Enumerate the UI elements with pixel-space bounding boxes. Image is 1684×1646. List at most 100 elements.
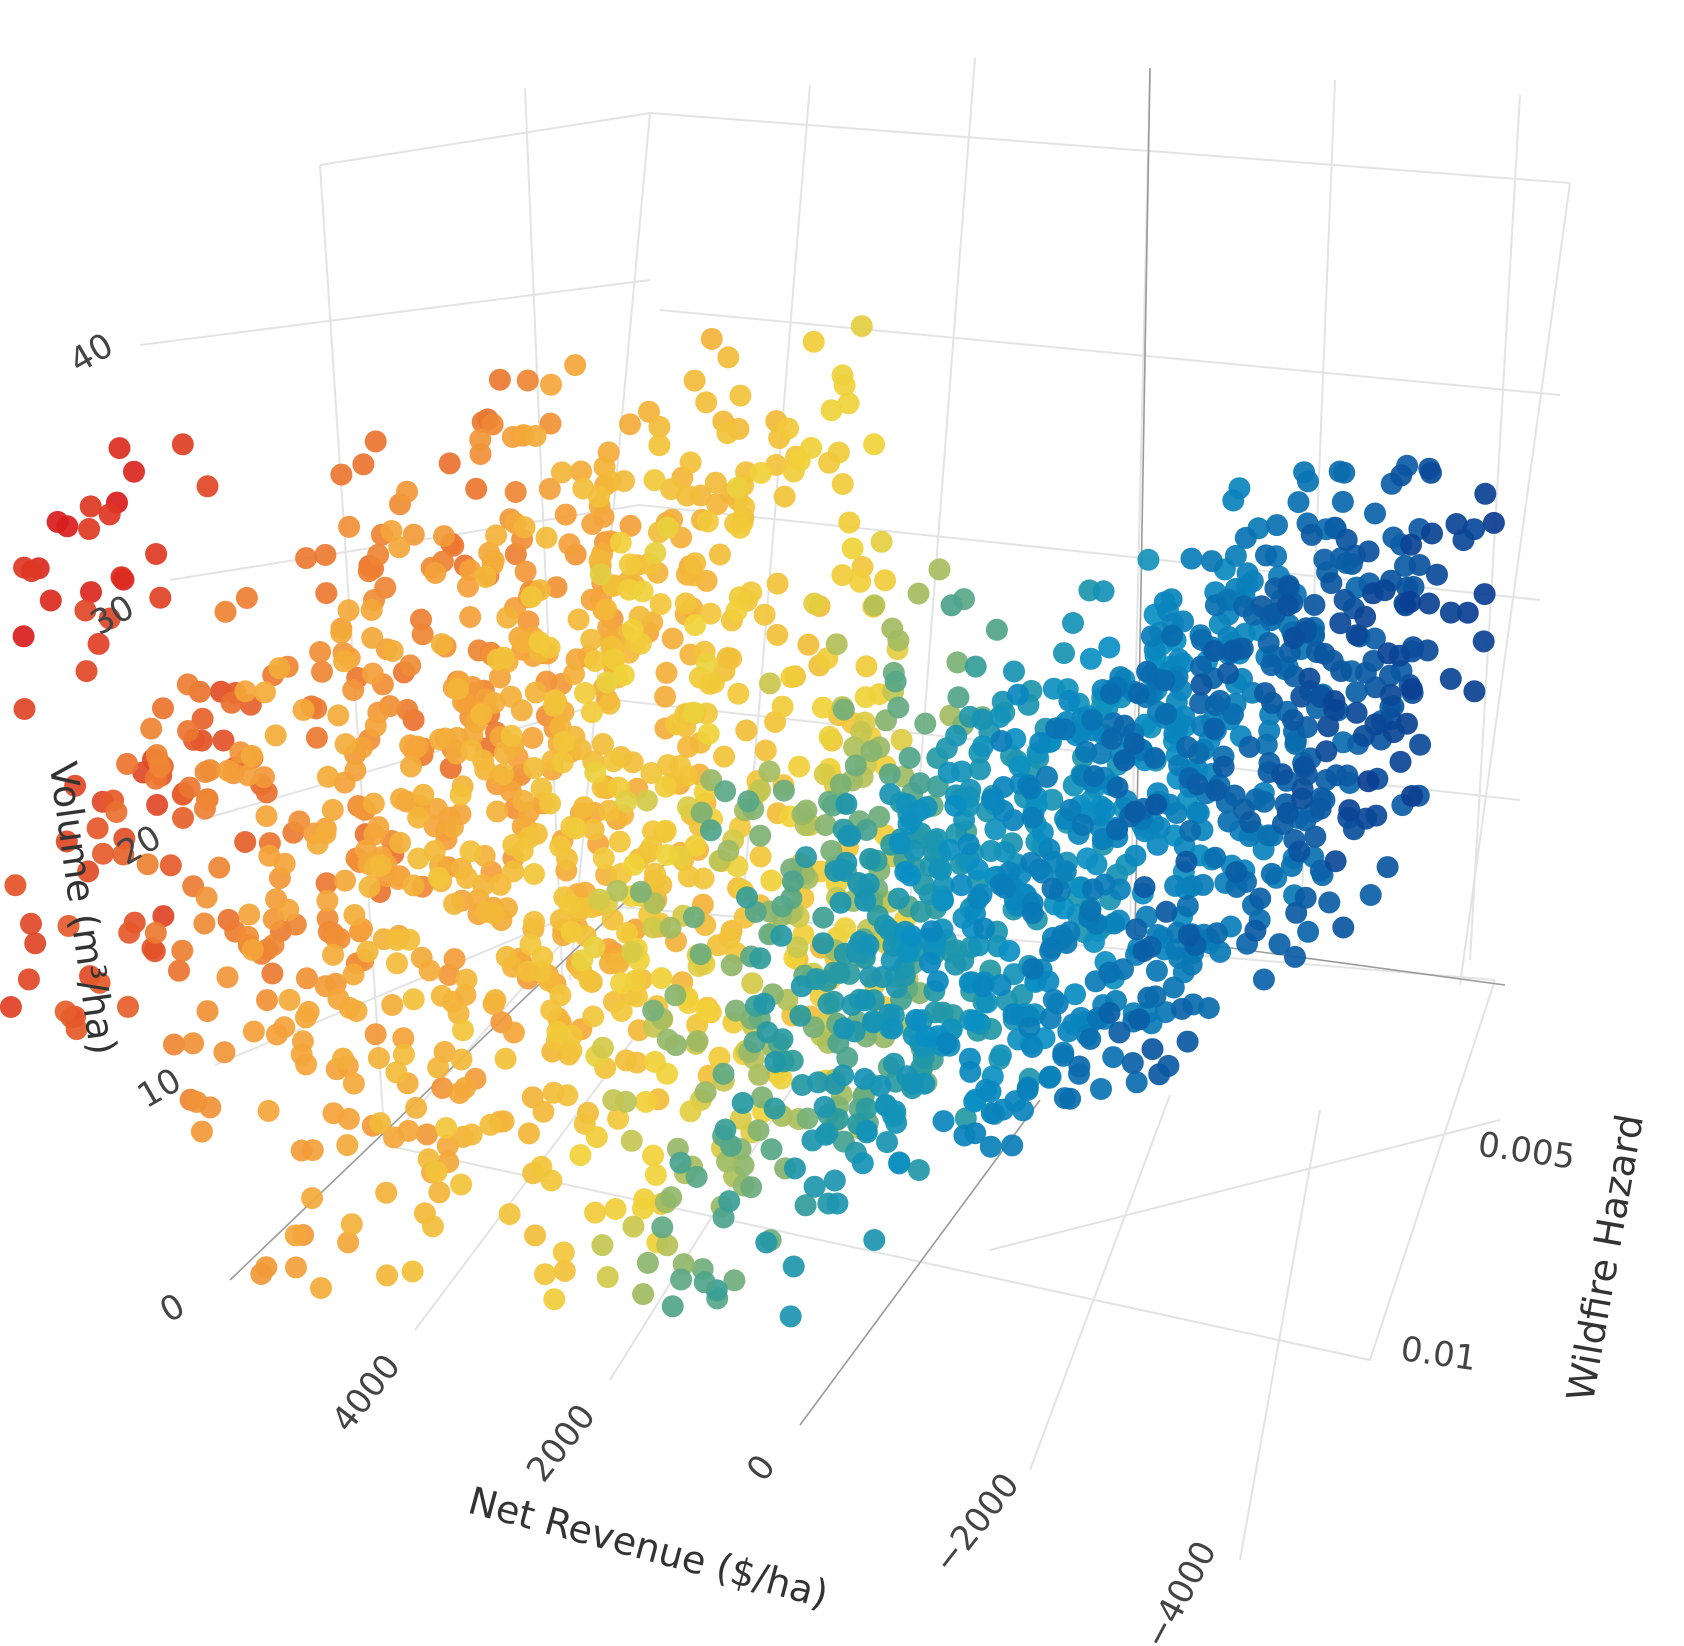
scatter-point [1333, 461, 1356, 484]
scatter-point [753, 603, 776, 626]
scatter-point [542, 1081, 565, 1104]
scatter-point [919, 951, 941, 974]
scatter-point [558, 893, 581, 916]
scatter-point [196, 1000, 219, 1023]
scatter-point [1189, 692, 1212, 715]
scatter-point [1186, 773, 1209, 796]
scatter-point [591, 733, 614, 755]
scatter-point [405, 1096, 428, 1119]
scatter-point [535, 526, 558, 549]
scatter-point [1426, 563, 1448, 586]
scatter-point [294, 1006, 317, 1029]
scatter-point [1217, 662, 1239, 685]
scatter-point [631, 580, 654, 603]
scatter-point [1209, 940, 1232, 963]
scatter-point [443, 892, 466, 915]
scatter-point [402, 988, 425, 1011]
scatter-point [330, 463, 353, 486]
scatter-point [0, 996, 22, 1018]
scatter-point [500, 724, 523, 747]
scatter-point [460, 739, 483, 762]
scatter-point [277, 898, 300, 921]
scatter-point [1190, 655, 1212, 678]
y-tick-label: 0.005 [1476, 1125, 1578, 1178]
scatter-point [1276, 594, 1299, 617]
scatter-point [879, 783, 902, 806]
scatter-point [685, 1165, 708, 1188]
scatter-point [357, 560, 380, 583]
scatter-point [953, 1124, 976, 1147]
scatter-point [1297, 920, 1320, 943]
scatter-point [1076, 847, 1099, 870]
scatter-point [168, 959, 190, 982]
scatter-point [1276, 802, 1299, 824]
scatter-point [870, 530, 893, 553]
scatter-point [656, 1234, 679, 1257]
scatter-point [171, 939, 194, 962]
scatter-point [558, 533, 581, 556]
scatter-point [820, 839, 843, 862]
scatter-point [396, 480, 418, 503]
scatter-point [1224, 544, 1247, 567]
scatter-point [314, 543, 337, 566]
scatter-point [1362, 582, 1384, 605]
scatter-point [780, 666, 803, 689]
scatter-point [1359, 884, 1382, 906]
scatter-point [610, 972, 633, 995]
scatter-point [598, 692, 621, 715]
scatter-point [423, 815, 446, 838]
scatter-point [532, 1100, 555, 1123]
scatter-point [694, 1081, 717, 1104]
scatter-point [1092, 580, 1115, 603]
scatter-point [881, 617, 904, 640]
scatter-point [831, 473, 854, 495]
scatter-point [1324, 850, 1347, 873]
scatter-point [592, 847, 615, 870]
x-tick-label: −2000 [925, 1466, 1027, 1581]
scatter-point [580, 628, 603, 651]
scatter-point [516, 369, 539, 392]
scatter-point [345, 1000, 368, 1022]
scatter-point [603, 648, 626, 670]
scatter-point [596, 671, 618, 694]
scatter-point [797, 633, 820, 656]
scatter-points [0, 315, 1505, 1328]
scatter-point [636, 1251, 659, 1274]
scatter-point [831, 858, 854, 881]
scatter-point [523, 910, 546, 933]
scatter-point [1141, 1038, 1164, 1061]
scatter-point [196, 475, 219, 498]
scatter-point [321, 798, 344, 821]
scatter-point [496, 606, 519, 629]
scatter-point [1268, 933, 1291, 956]
scatter-point [618, 553, 641, 576]
scatter-point [334, 733, 357, 756]
scatter-point [540, 373, 562, 396]
scatter-point [316, 765, 339, 788]
scatter-point [720, 954, 743, 977]
scatter-point [717, 346, 740, 369]
scatter-point [598, 799, 621, 822]
scatter-point [1416, 639, 1439, 662]
scatter-point [1313, 642, 1336, 665]
scatter-point [1003, 660, 1025, 683]
scatter-point [909, 772, 932, 795]
scatter-point [777, 417, 800, 440]
scatter-point [98, 503, 121, 526]
scatter-point [773, 485, 796, 508]
scatter-point [364, 1023, 387, 1046]
scatter-point [311, 660, 333, 683]
scatter-point [237, 764, 260, 787]
scatter-point [642, 916, 665, 939]
scatter-point [1181, 875, 1203, 898]
scatter-point [621, 940, 643, 963]
scatter-point [669, 1151, 692, 1174]
scatter-point [1294, 809, 1317, 832]
scatter-point [1021, 1036, 1044, 1058]
scatter-point [342, 679, 365, 701]
scatter-point [390, 787, 412, 810]
scatter-point [589, 563, 612, 586]
scatter-point [295, 967, 318, 990]
scatter-point [841, 537, 864, 560]
scatter-point [1252, 968, 1275, 991]
